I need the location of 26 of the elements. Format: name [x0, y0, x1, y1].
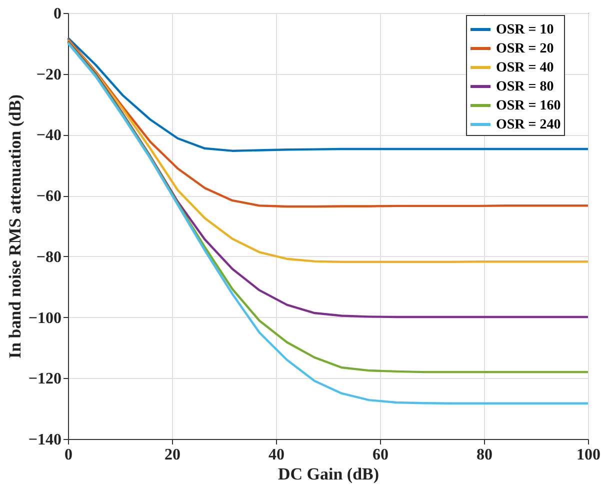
x-tick-label: 100 — [576, 446, 600, 464]
legend-label: OSR = 20 — [496, 42, 554, 56]
legend-label: OSR = 160 — [496, 98, 561, 114]
line-series — [66, 38, 590, 208]
line-series — [66, 40, 590, 318]
y-tick-label: −40 — [36, 127, 62, 144]
y-tick-label: −80 — [36, 248, 62, 266]
y-tick-label: −60 — [36, 188, 62, 206]
y-tick-label: −20 — [36, 66, 62, 84]
y-axis-title: In band noise RMS attenuation (dB) — [5, 94, 24, 359]
legend-label: OSR = 80 — [496, 80, 554, 94]
line-series — [66, 36, 590, 152]
x-axis-title: DC Gain (dB) — [278, 464, 380, 484]
line-series — [66, 39, 590, 264]
x-tick-label: 60 — [372, 446, 388, 464]
legend-label: OSR = 10 — [496, 22, 554, 38]
legend-label: OSR = 40 — [496, 60, 554, 76]
x-tick-label: 80 — [476, 446, 492, 464]
y-tick-label: −140 — [28, 432, 62, 448]
x-tick-label: 20 — [164, 446, 180, 464]
x-tick-label: 40 — [268, 446, 284, 464]
y-tick-label: −100 — [28, 310, 62, 327]
y-tick-label: 0 — [54, 6, 62, 22]
y-tick-label: −120 — [28, 370, 62, 388]
x-tick-label: 0 — [64, 446, 72, 464]
legend-label: OSR = 240 — [496, 118, 561, 132]
